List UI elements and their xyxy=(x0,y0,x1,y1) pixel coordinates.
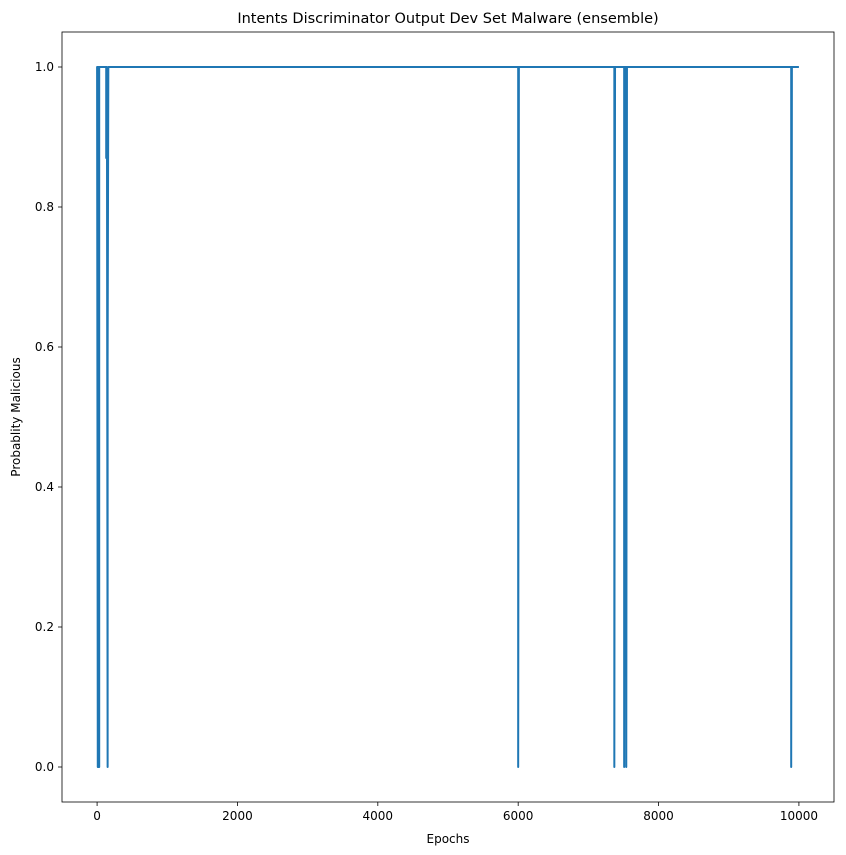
x-axis-ticks: 0 2000 4000 6000 8000 10000 xyxy=(93,802,818,823)
x-tick-label: 6000 xyxy=(503,809,534,823)
y-tick-label: 1.0 xyxy=(35,60,54,74)
y-axis-ticks: 0.0 0.2 0.4 0.6 0.8 1.0 xyxy=(35,60,62,774)
plot-area xyxy=(61,31,835,803)
chart-title: Intents Discriminator Output Dev Set Mal… xyxy=(237,11,658,27)
y-tick-label: 0.4 xyxy=(35,480,54,494)
x-axis-label: Epochs xyxy=(427,832,470,846)
axes-frame xyxy=(61,31,835,803)
series-line xyxy=(96,66,799,768)
y-tick-label: 0.2 xyxy=(35,620,54,634)
x-tick-label: 10000 xyxy=(780,809,818,823)
x-tick-label: 8000 xyxy=(643,809,674,823)
x-tick-label: 0 xyxy=(93,809,101,823)
y-tick-label: 0.0 xyxy=(35,760,54,774)
y-tick-label: 0.8 xyxy=(35,200,54,214)
y-tick-label: 0.6 xyxy=(35,340,54,354)
x-tick-label: 4000 xyxy=(363,809,394,823)
y-axis-label: Probablity Malicious xyxy=(9,357,23,476)
x-tick-label: 2000 xyxy=(222,809,253,823)
